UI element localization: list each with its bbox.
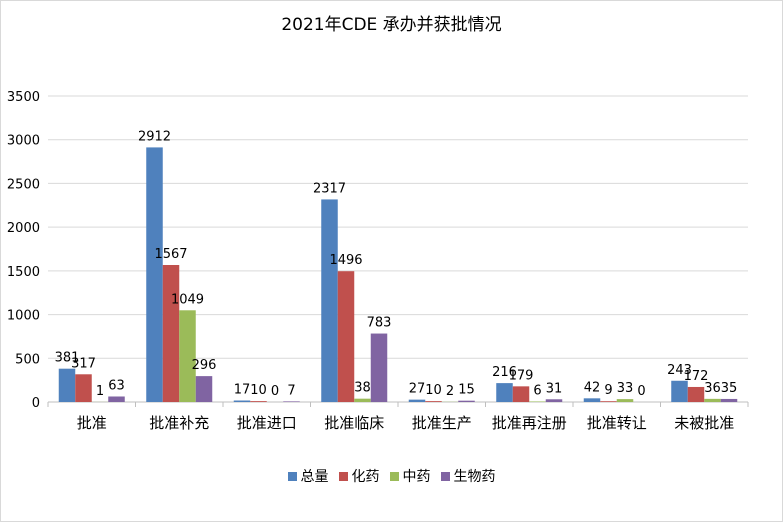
bars — [58, 147, 738, 402]
bar — [425, 401, 442, 402]
data-label: 10 — [425, 383, 442, 398]
bar — [75, 374, 92, 402]
bar — [146, 147, 163, 402]
legend-swatch — [338, 471, 348, 481]
data-label: 31 — [546, 381, 563, 396]
data-label: 6 — [533, 383, 541, 398]
legend-item: 总量 — [287, 466, 329, 486]
data-label: 0 — [271, 384, 279, 399]
bar — [337, 271, 355, 402]
data-label: 783 — [367, 316, 392, 331]
bar — [250, 401, 267, 402]
data-label: 38 — [354, 381, 371, 396]
bar — [529, 401, 546, 402]
category-label: 批准进口 — [237, 414, 297, 432]
data-label: 1 — [96, 384, 104, 399]
data-label: 2 — [446, 384, 454, 399]
bar — [583, 398, 601, 402]
data-label: 317 — [71, 356, 96, 371]
data-label: 1567 — [154, 247, 187, 262]
y-tick-label: 0 — [32, 396, 40, 411]
bar — [704, 398, 721, 402]
data-label: 10 — [250, 383, 267, 398]
legend-item: 化药 — [338, 466, 380, 486]
x-axis-categories: 批准 批准补充 批准进口 批准临床 批准生产 批准再注册 批准转让 未被批准 — [47, 402, 749, 432]
y-tick-label: 3500 — [7, 90, 40, 105]
legend-item: 生物药 — [440, 466, 496, 486]
legend-label: 化药 — [351, 469, 380, 485]
data-label: 2912 — [138, 129, 171, 144]
bar — [512, 386, 530, 402]
data-label: 2317 — [313, 181, 346, 196]
bar — [600, 401, 617, 402]
bar — [545, 399, 563, 402]
legend-item: 中药 — [389, 466, 431, 486]
bar — [370, 333, 388, 402]
y-tick-label: 1500 — [7, 265, 40, 280]
bar — [321, 199, 338, 402]
legend-label: 生物药 — [453, 469, 496, 485]
data-label: 35 — [721, 381, 738, 396]
category-label: 批准再注册 — [492, 414, 567, 432]
bar — [496, 383, 513, 402]
bar — [458, 400, 475, 402]
bar — [179, 310, 196, 402]
data-label: 36 — [704, 381, 721, 396]
category-label: 批准临床 — [324, 414, 384, 432]
bar — [233, 400, 251, 402]
data-label: 296 — [192, 358, 217, 373]
y-tick-label: 2500 — [7, 177, 40, 192]
y-tick-label: 1000 — [7, 309, 40, 324]
category-label: 批准补充 — [149, 414, 209, 432]
bar — [720, 398, 738, 402]
legend-label: 中药 — [402, 469, 431, 485]
bar — [354, 398, 371, 402]
category-label: 未被批准 — [674, 414, 734, 432]
bar — [108, 396, 125, 402]
data-label: 243 — [667, 363, 692, 378]
y-tick-label: 3000 — [7, 134, 40, 149]
bar — [162, 264, 180, 402]
category-label: 批准转让 — [587, 414, 647, 432]
data-label: 1049 — [171, 292, 204, 307]
bar — [687, 386, 705, 402]
legend-swatch — [440, 471, 450, 481]
data-label: 1496 — [329, 253, 362, 268]
gridlines — [48, 95, 748, 403]
data-label: 42 — [584, 380, 601, 395]
legend-swatch — [389, 471, 399, 481]
category-label: 批准 — [77, 414, 107, 432]
data-label: 216 — [492, 365, 517, 380]
data-label: 172 — [684, 369, 709, 384]
legend-swatch — [287, 471, 297, 481]
data-label: 7 — [287, 383, 295, 398]
y-tick-label: 500 — [15, 352, 40, 367]
data-label: 9 — [604, 383, 612, 398]
data-label: 63 — [108, 378, 125, 393]
bar — [671, 380, 688, 402]
data-label: 381 — [55, 351, 80, 366]
bar — [408, 399, 426, 402]
legend: 总量 化药 中药 生物药 — [0, 466, 783, 486]
category-label: 批准生产 — [412, 414, 472, 432]
data-label: 33 — [617, 381, 634, 396]
data-label: 27 — [409, 382, 426, 397]
y-tick-label: 2000 — [7, 221, 40, 236]
bar — [616, 399, 634, 402]
chart-title: 2021年CDE 承办并获批情况 — [281, 15, 502, 35]
data-label: 17 — [234, 383, 251, 398]
bar — [195, 376, 213, 402]
bar — [58, 368, 76, 402]
data-label: 15 — [458, 383, 475, 398]
bar — [283, 401, 300, 402]
data-label: 179 — [509, 368, 534, 383]
legend-label: 总量 — [300, 469, 329, 485]
y-axis-ticks: 0 500 1000 1500 2000 2500 3000 3500 — [7, 90, 40, 411]
data-label: 0 — [637, 384, 645, 399]
